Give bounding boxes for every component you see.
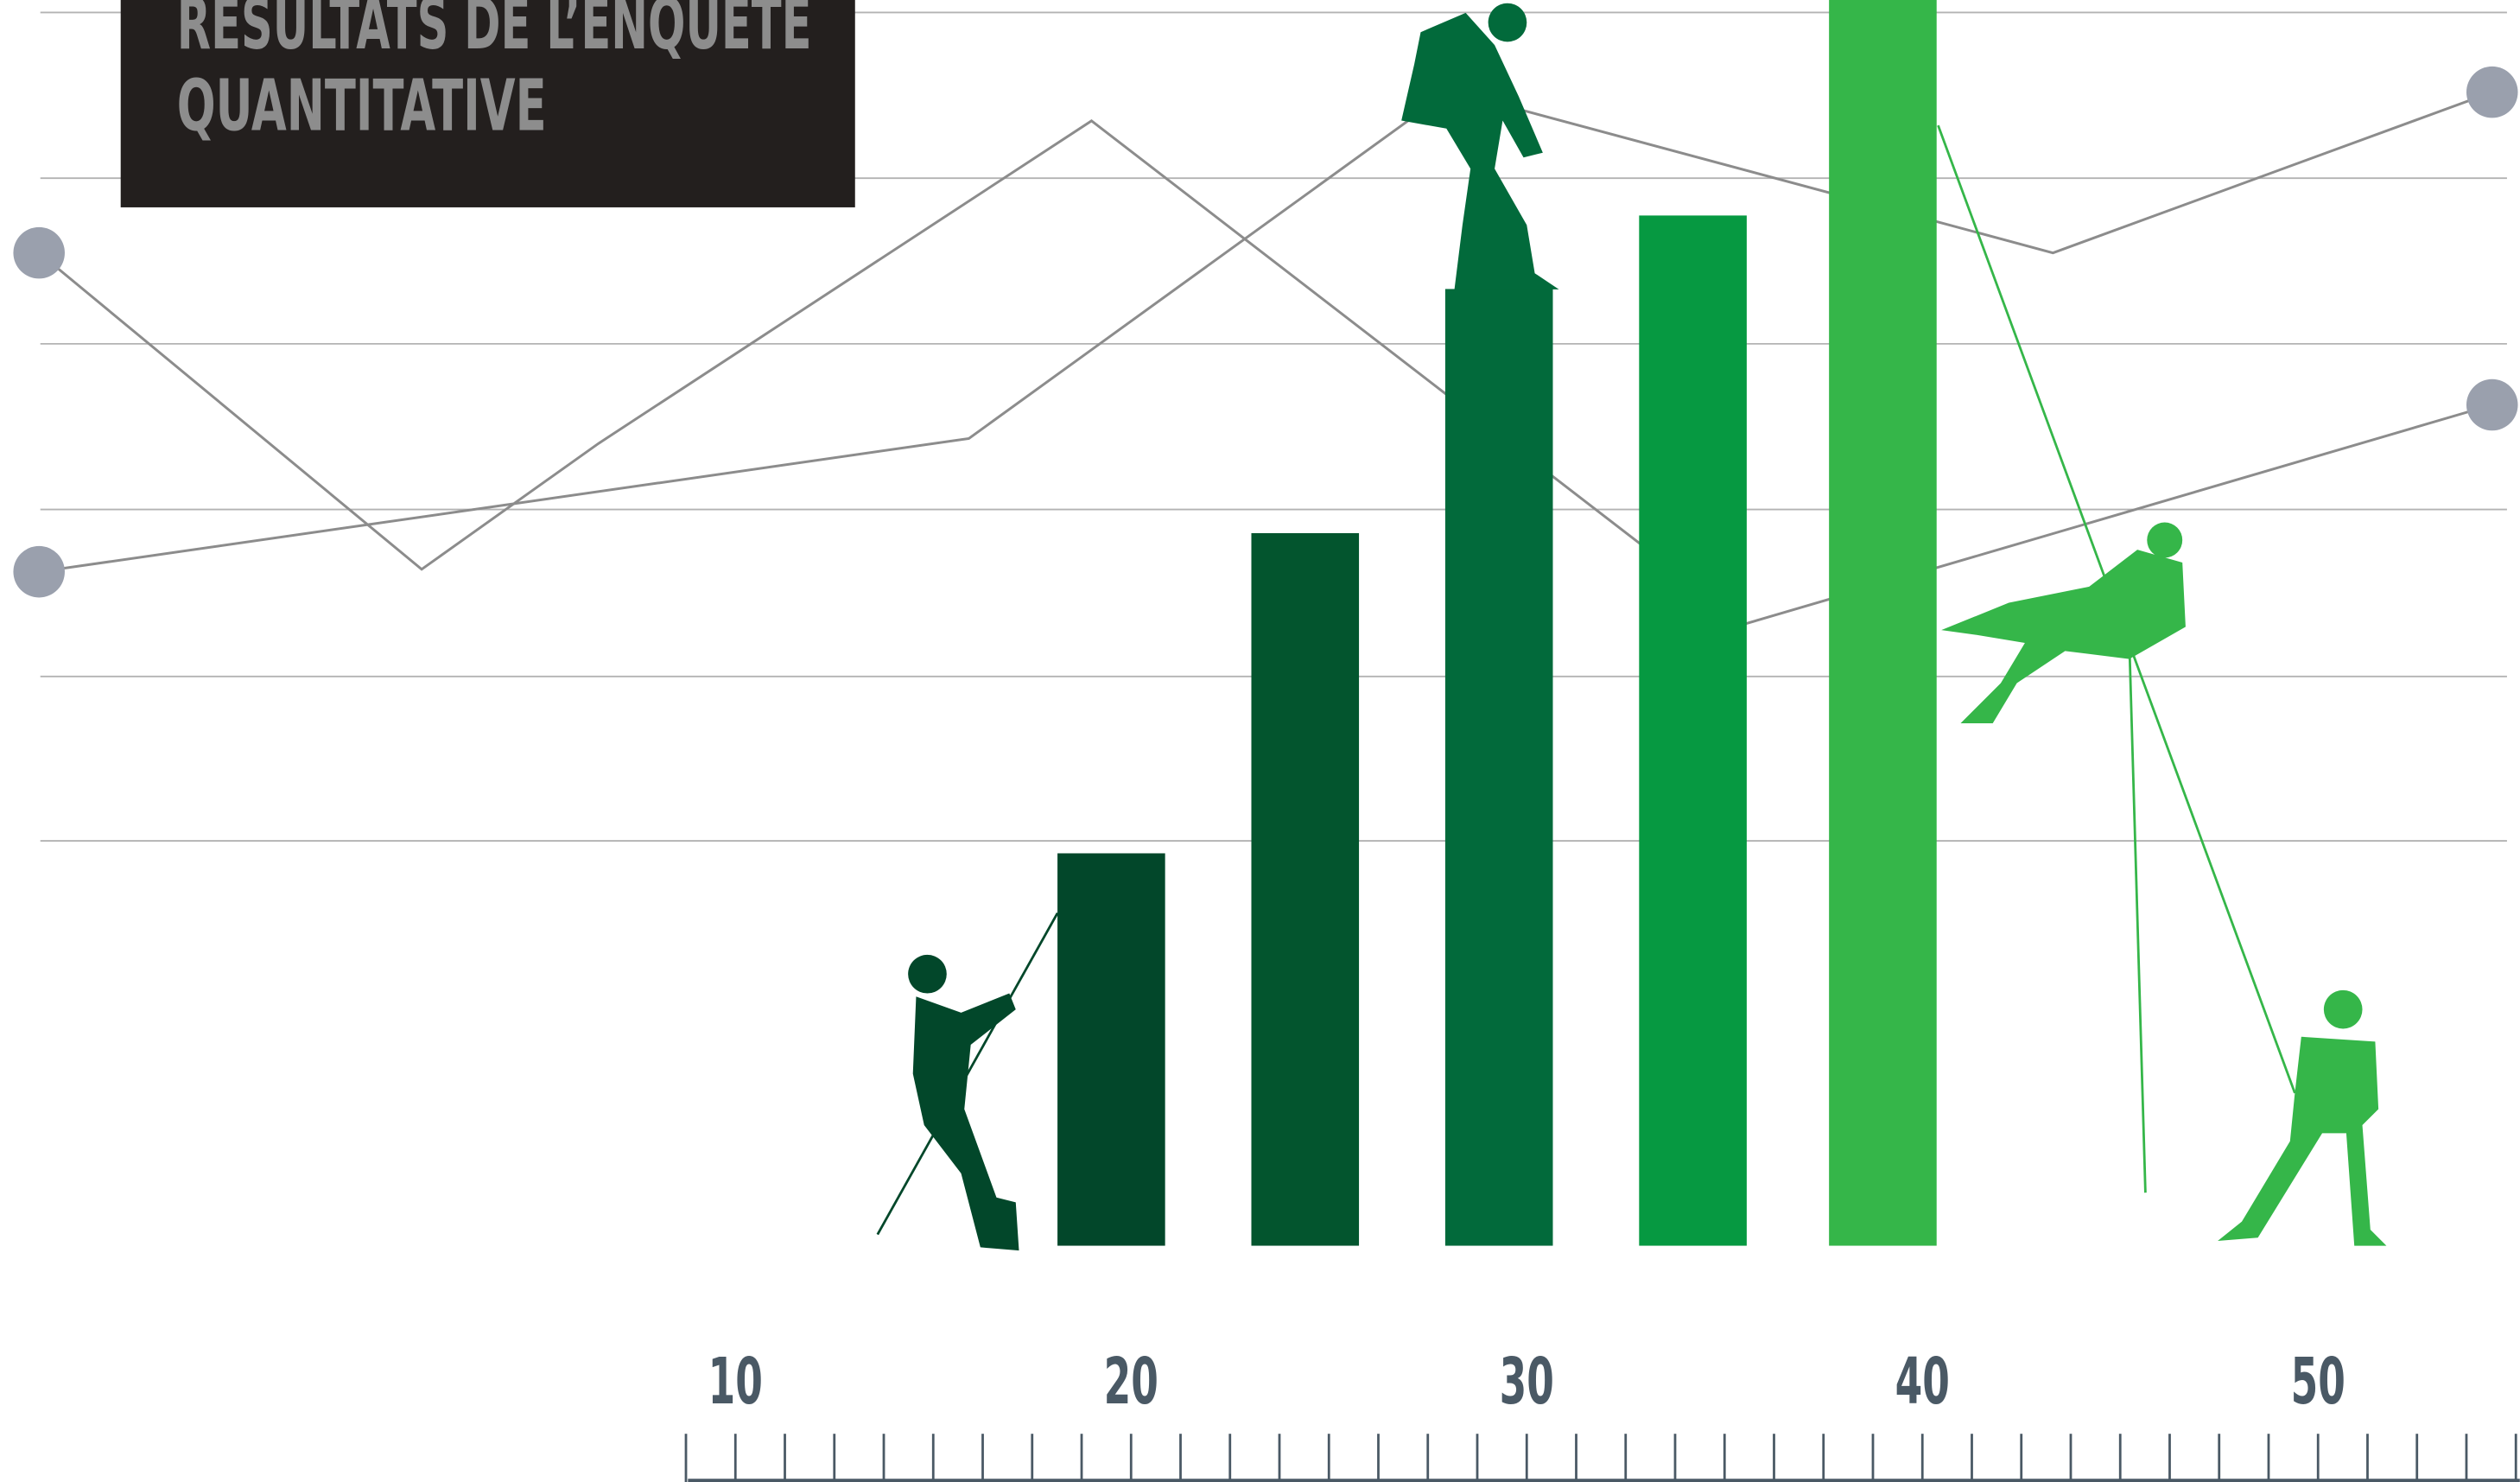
climber-body [912,993,1019,1251]
bar [1829,0,1937,1246]
climber-head [1488,3,1527,42]
x-tick-label: 20 [1104,1344,1158,1419]
bars [1057,0,1937,1246]
climber-decoration [1937,124,2387,1246]
bar [1444,289,1553,1246]
title-line: RÉSULTATS DE L’ENQUÊTE [177,0,812,66]
line-end-marker [2466,378,2518,431]
climber-body [2218,1036,2387,1246]
climber-decoration [1401,3,1559,289]
bar [1639,215,1747,1246]
climber-head [2147,522,2183,558]
climber-body [1941,550,2186,724]
x-tick-label: 40 [1895,1344,1950,1419]
line-end-marker [13,226,65,279]
climber-head [2323,989,2363,1029]
title-line: QUANTITATIVE [177,66,547,148]
bar [1251,532,1360,1246]
x-tick-label: 10 [708,1344,763,1419]
title-box [120,0,855,207]
rope [2128,642,2147,1193]
x-tick-label: 50 [2291,1344,2345,1419]
line-end-marker [2466,66,2518,118]
climber-body [1401,12,1559,289]
x-axis: 10 20 30 40 50 [684,1344,2520,1482]
climber-decoration [876,912,1059,1251]
x-tick-label: 30 [1500,1344,1554,1419]
line-end-marker [13,545,65,598]
climber-head [908,954,947,994]
bar [1057,853,1165,1246]
